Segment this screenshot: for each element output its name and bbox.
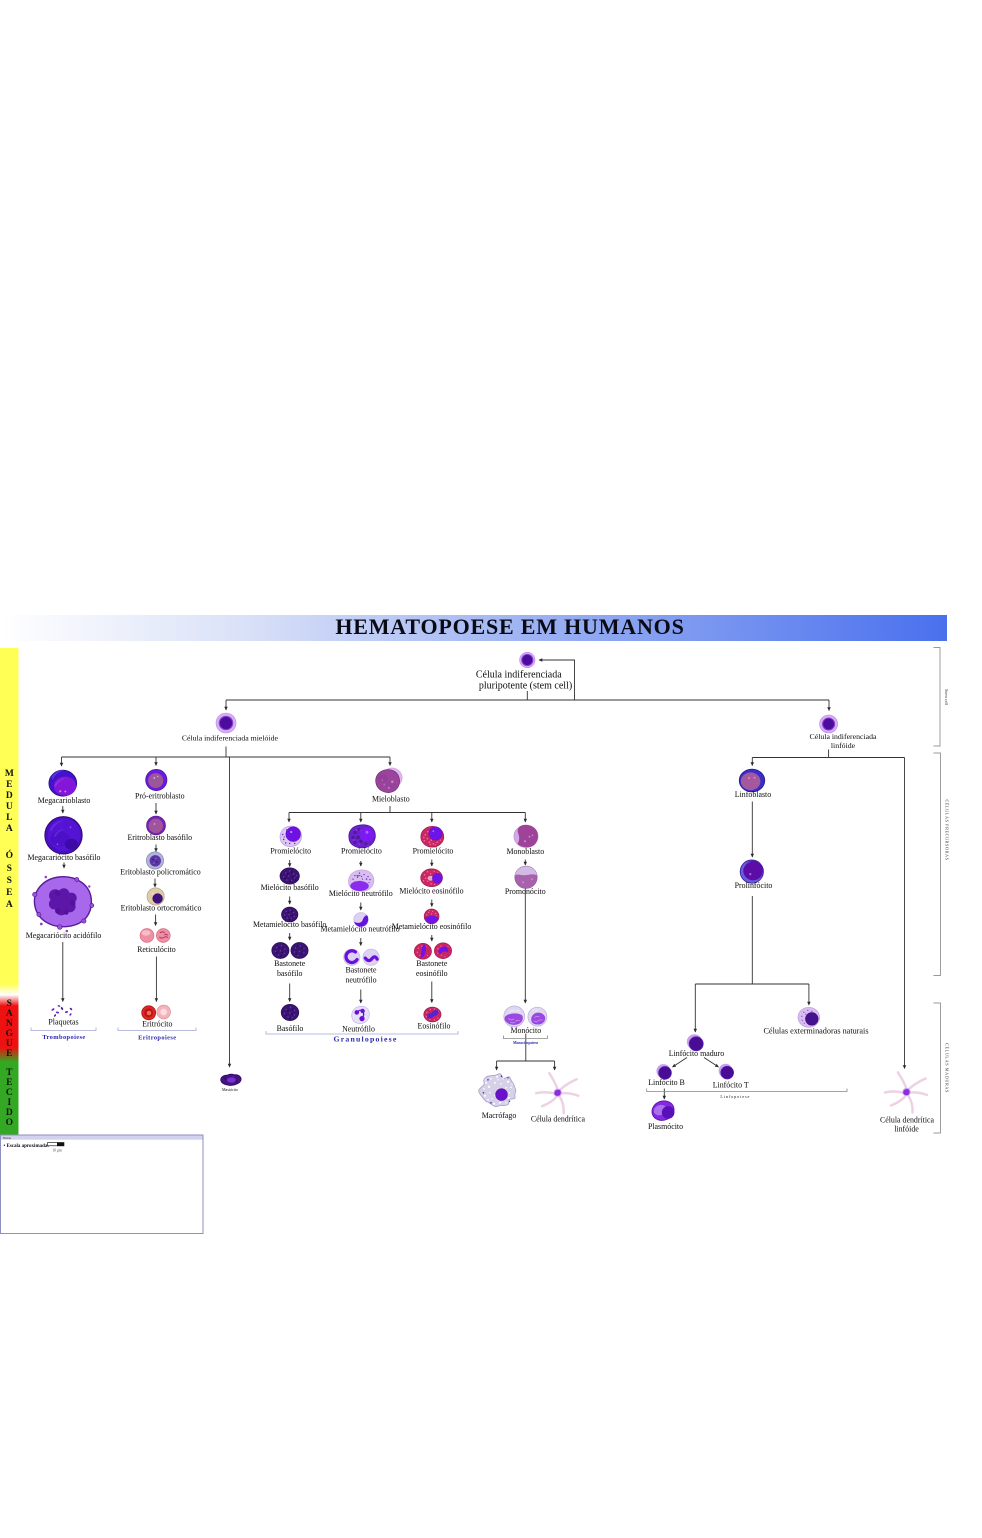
- svg-text:S: S: [7, 864, 12, 874]
- svg-text:Bastonete: Bastonete: [416, 959, 448, 968]
- svg-text:Metamielócito eosinófilo: Metamielócito eosinófilo: [392, 922, 472, 931]
- svg-text:C: C: [6, 1088, 13, 1098]
- svg-text:Granulopoiese: Granulopoiese: [333, 1035, 397, 1044]
- svg-text:D: D: [6, 791, 13, 801]
- svg-text:CÉLULAS PRECURSORAS: CÉLULAS PRECURSORAS: [945, 799, 950, 860]
- svg-text:Célula indiferenciada: Célula indiferenciada: [476, 670, 562, 681]
- svg-text:Eosinófilo: Eosinófilo: [418, 1022, 451, 1031]
- svg-text:Bastonete: Bastonete: [345, 966, 377, 975]
- svg-text:• Escala aproximada:: • Escala aproximada:: [4, 1144, 50, 1149]
- svg-text:E: E: [6, 780, 12, 790]
- svg-text:linfóide: linfóide: [831, 741, 856, 750]
- svg-text:Megacariócito acidófilo: Megacariócito acidófilo: [26, 931, 102, 940]
- svg-text:Eritroblasto basófilo: Eritroblasto basófilo: [127, 833, 192, 842]
- svg-text:Trombopoiese: Trombopoiese: [42, 1034, 85, 1041]
- svg-text:Plasmócito: Plasmócito: [648, 1122, 683, 1131]
- svg-text:A: A: [6, 900, 13, 910]
- svg-text:Monocitopoiese: Monocitopoiese: [513, 1041, 539, 1045]
- svg-text:Promielócito: Promielócito: [270, 847, 311, 856]
- svg-text:U: U: [6, 802, 13, 812]
- svg-text:Linfócito B: Linfócito B: [648, 1078, 685, 1087]
- svg-text:U: U: [6, 1039, 13, 1049]
- svg-text:E: E: [6, 1049, 12, 1059]
- svg-text:Neutrófilo: Neutrófilo: [342, 1025, 375, 1034]
- svg-text:Célula indiferenciada mielóide: Célula indiferenciada mielóide: [182, 734, 279, 743]
- svg-text:Célula indiferenciada: Célula indiferenciada: [810, 732, 877, 741]
- svg-text:Promielócito: Promielócito: [341, 847, 382, 856]
- svg-text:S: S: [7, 876, 12, 886]
- svg-text:Mielócito neutrófilo: Mielócito neutrófilo: [329, 889, 393, 898]
- svg-text:Notas: Notas: [3, 1136, 12, 1140]
- svg-text:Eritoblasto ortocromático: Eritoblasto ortocromático: [121, 904, 202, 913]
- svg-text:O: O: [6, 1118, 13, 1128]
- svg-text:Mieloblasto: Mieloblasto: [372, 795, 410, 804]
- svg-text:Bastonete: Bastonete: [274, 959, 306, 968]
- svg-text:S: S: [7, 999, 12, 1009]
- svg-text:HEMATOPOESE EM HUMANOS: HEMATOPOESE EM HUMANOS: [335, 614, 684, 639]
- svg-text:T: T: [6, 1068, 13, 1078]
- svg-text:Linfopoiese: Linfopoiese: [720, 1094, 750, 1099]
- svg-text:10 µm: 10 µm: [52, 1149, 62, 1153]
- svg-text:Eritrócito: Eritrócito: [142, 1020, 172, 1029]
- svg-text:Macrófago: Macrófago: [482, 1111, 517, 1120]
- svg-text:Linfócito maduro: Linfócito maduro: [669, 1049, 724, 1058]
- svg-text:pluripotente (stem cell): pluripotente (stem cell): [479, 680, 572, 691]
- svg-text:Megacariócito basófilo: Megacariócito basófilo: [28, 853, 101, 862]
- svg-text:I: I: [7, 1098, 11, 1108]
- svg-text:Promonócito: Promonócito: [505, 887, 546, 896]
- svg-text:E: E: [6, 1078, 12, 1088]
- svg-text:G: G: [6, 1029, 14, 1039]
- svg-text:Monoblasto: Monoblasto: [506, 847, 544, 856]
- svg-text:eosinófilo: eosinófilo: [416, 969, 448, 978]
- svg-text:Célula dendrítica: Célula dendrítica: [880, 1116, 935, 1125]
- svg-text:N: N: [6, 1019, 13, 1029]
- svg-text:Promielócito: Promielócito: [413, 847, 454, 856]
- svg-text:Mastócito: Mastócito: [222, 1087, 238, 1092]
- svg-text:Megacarioblasto: Megacarioblasto: [38, 796, 91, 805]
- svg-text:Reticulócito: Reticulócito: [137, 945, 176, 954]
- svg-text:L: L: [6, 813, 12, 823]
- svg-text:Eritropoiese: Eritropoiese: [138, 1035, 176, 1042]
- svg-text:CÉLULAS MADURAS: CÉLULAS MADURAS: [945, 1043, 950, 1093]
- svg-text:M: M: [5, 769, 14, 779]
- svg-text:Basófilo: Basófilo: [277, 1024, 304, 1033]
- svg-text:D: D: [6, 1108, 13, 1118]
- svg-text:linfóide: linfóide: [894, 1125, 919, 1134]
- svg-text:Linfoblasto: Linfoblasto: [735, 790, 771, 799]
- svg-text:A: A: [6, 824, 13, 834]
- svg-text:Plaquetas: Plaquetas: [48, 1018, 78, 1027]
- svg-text:Mielócito eosinófilo: Mielócito eosinófilo: [399, 887, 463, 896]
- svg-text:Ó: Ó: [6, 849, 13, 861]
- svg-text:Metamielócito basófilo: Metamielócito basófilo: [253, 920, 326, 929]
- svg-text:Monócito: Monócito: [510, 1026, 541, 1035]
- svg-text:Linfócito T: Linfócito T: [713, 1081, 749, 1090]
- svg-text:E: E: [6, 888, 12, 898]
- svg-text:Pró-eritroblasto: Pró-eritroblasto: [135, 792, 185, 801]
- svg-text:basófilo: basófilo: [277, 969, 302, 978]
- svg-text:Eritoblasto policromático: Eritoblasto policromático: [120, 868, 200, 877]
- svg-text:neutrófilo: neutrófilo: [345, 976, 376, 985]
- svg-text:Células exterminadoras naturai: Células exterminadoras naturais: [763, 1026, 868, 1035]
- svg-text:Célula dendrítica: Célula dendrítica: [531, 1115, 586, 1124]
- svg-text:Prolinfócito: Prolinfócito: [735, 881, 773, 890]
- svg-text:Stem cell: Stem cell: [944, 689, 949, 706]
- svg-text:Mielócito basófilo: Mielócito basófilo: [261, 883, 319, 892]
- svg-text:Metamielócito neutrófilo: Metamielócito neutrófilo: [321, 924, 400, 933]
- svg-text:A: A: [6, 1009, 13, 1019]
